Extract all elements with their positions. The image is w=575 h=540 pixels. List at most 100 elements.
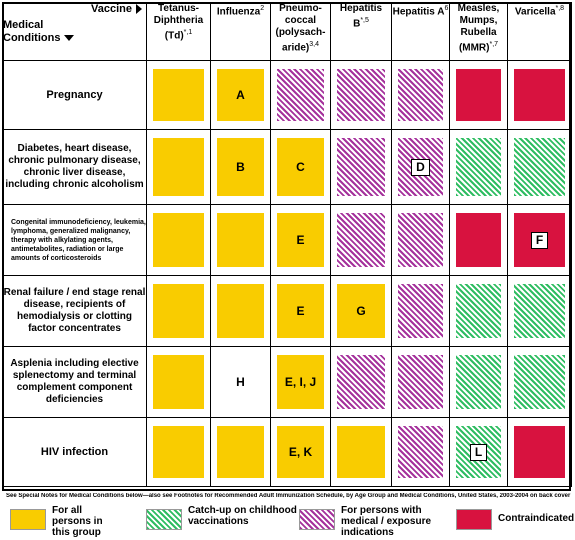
recommendation-cell [391, 60, 450, 130]
vaccine-name-line: Influenza [216, 6, 261, 18]
conditions-label-line1: Medical [3, 19, 44, 31]
recommendation-fill [398, 426, 443, 478]
recommendation-cell: C [270, 129, 331, 205]
vaccine-header: Tetanus- Diphtheria (Td)*,1 [146, 2, 211, 61]
recommendation-fill: E [277, 213, 324, 267]
condition-label: Congenital immunodeficiency, leukemia, l… [2, 204, 147, 276]
condition-row: Pregnancy A [2, 60, 572, 130]
recommendation-cell: F [507, 204, 572, 276]
recommendation-fill [153, 213, 204, 267]
vaccine-header: Pneumo-coccal (polysach-aride)3,4 [270, 2, 331, 61]
recommendation-fill [337, 213, 385, 267]
recommendation-cell [507, 275, 572, 347]
condition-label: Asplenia including elective splenectomy … [2, 346, 147, 418]
recommendation-cell [507, 129, 572, 205]
header-row: Vaccine Medical Conditions Tetanus- Dipht… [2, 2, 572, 61]
note-letter: E, I, J [284, 374, 317, 389]
recommendation-fill [514, 138, 565, 196]
legend-item: For persons with medical / exposure indi… [299, 505, 461, 538]
recommendation-cell: A [210, 60, 271, 130]
recommendation-fill: B [217, 138, 264, 196]
footnote: See Special Notes for Medical Conditions… [6, 493, 571, 499]
legend-swatch [10, 509, 46, 530]
recommendation-cell [270, 60, 331, 130]
condition-label: Diabetes, heart disease, chronic pulmona… [2, 129, 147, 205]
recommendation-cell: E, K [270, 417, 331, 487]
legend-swatch [299, 509, 335, 530]
table-border [2, 2, 571, 491]
vaccine-name-line: coccal [284, 15, 317, 26]
legend: For all persons in this group Catch-up o… [0, 505, 575, 539]
legend-item: For all persons in this group [10, 505, 122, 538]
recommendation-fill [337, 355, 385, 409]
note-letter: L [469, 443, 488, 461]
arrow-right-icon [136, 4, 142, 15]
recommendation-fill [277, 69, 324, 121]
recommendation-fill: L [456, 426, 501, 478]
note-letter: E [296, 232, 305, 247]
recommendation-fill [398, 355, 443, 409]
recommendation-fill [153, 284, 204, 338]
legend-text: For all persons in this group [52, 505, 103, 538]
recommendation-cell [146, 204, 211, 276]
note-letter: G [356, 303, 366, 318]
vaccine-header: Hepatitis B*,5 [330, 2, 392, 61]
vaccine-footnote-ref: 3,4 [309, 41, 319, 48]
recommendation-cell [146, 60, 211, 130]
recommendation-fill: E [277, 284, 324, 338]
note-letter: C [296, 159, 305, 174]
arrow-down-icon [64, 35, 75, 42]
vaccine-footnote-ref: *,8 [555, 5, 565, 12]
recommendation-cell [391, 346, 450, 418]
legend-swatch [146, 509, 182, 530]
condition-row: Renal failure / end stage renal disease,… [2, 275, 572, 347]
recommendation-fill [337, 138, 385, 196]
recommendation-fill [153, 355, 204, 409]
corner-header: Vaccine Medical Conditions [2, 2, 147, 61]
recommendation-fill [456, 213, 501, 267]
recommendation-fill [456, 284, 501, 338]
recommendation-fill [514, 69, 565, 121]
vaccine-name-line: Rubella [460, 27, 497, 38]
vaccine-footnote-ref: *,7 [489, 41, 499, 48]
recommendation-cell: E [270, 275, 331, 347]
recommendation-fill: A [217, 69, 264, 121]
immunization-table: Vaccine Medical Conditions Tetanus- Dipht… [2, 2, 572, 487]
vaccine-name-line: Mumps, [459, 15, 498, 26]
recommendation-cell [146, 417, 211, 487]
recommendation-fill [514, 355, 565, 409]
vaccine-name-line: Pneumo- [279, 3, 322, 14]
note-letter: E, K [288, 444, 313, 459]
recommendation-fill: G [337, 284, 385, 338]
recommendation-cell [391, 417, 450, 487]
vaccine-footnote-ref: *,1 [183, 29, 193, 36]
recommendation-cell: D [391, 129, 450, 205]
vaccine-header: Varicella*,8 [507, 2, 572, 61]
recommendation-cell [330, 417, 392, 487]
legend-item: Catch-up on childhood vaccinations [146, 505, 298, 530]
note-letter: A [236, 87, 245, 102]
recommendation-fill [456, 138, 501, 196]
condition-label: Renal failure / end stage renal disease,… [2, 275, 147, 347]
recommendation-cell [507, 346, 572, 418]
recommendation-cell [210, 417, 271, 487]
recommendation-fill: E, I, J [277, 355, 324, 409]
vaccine-name-line: aride) [282, 42, 310, 54]
vaccine-name-line: (Td) [164, 30, 184, 42]
legend-text: Catch-up on childhood vaccinations [188, 505, 297, 527]
recommendation-fill: E, K [277, 426, 324, 478]
note-letter: F [530, 231, 549, 249]
recommendation-cell [507, 417, 572, 487]
recommendation-fill [217, 426, 264, 478]
recommendation-cell [507, 60, 572, 130]
recommendation-fill [337, 69, 385, 121]
vaccine-name-line: Diphtheria [153, 15, 204, 26]
vaccine-footnote-ref: *,5 [360, 17, 369, 24]
recommendation-fill [398, 284, 443, 338]
note-letter: D [411, 158, 430, 176]
recommendation-cell [330, 60, 392, 130]
recommendation-fill [153, 69, 204, 121]
vaccine-name-line: Hepatitis A [392, 6, 445, 18]
recommendation-fill [456, 69, 501, 121]
vaccine-header: Measles, Mumps, Rubella (MMR)*,7 [449, 2, 508, 61]
